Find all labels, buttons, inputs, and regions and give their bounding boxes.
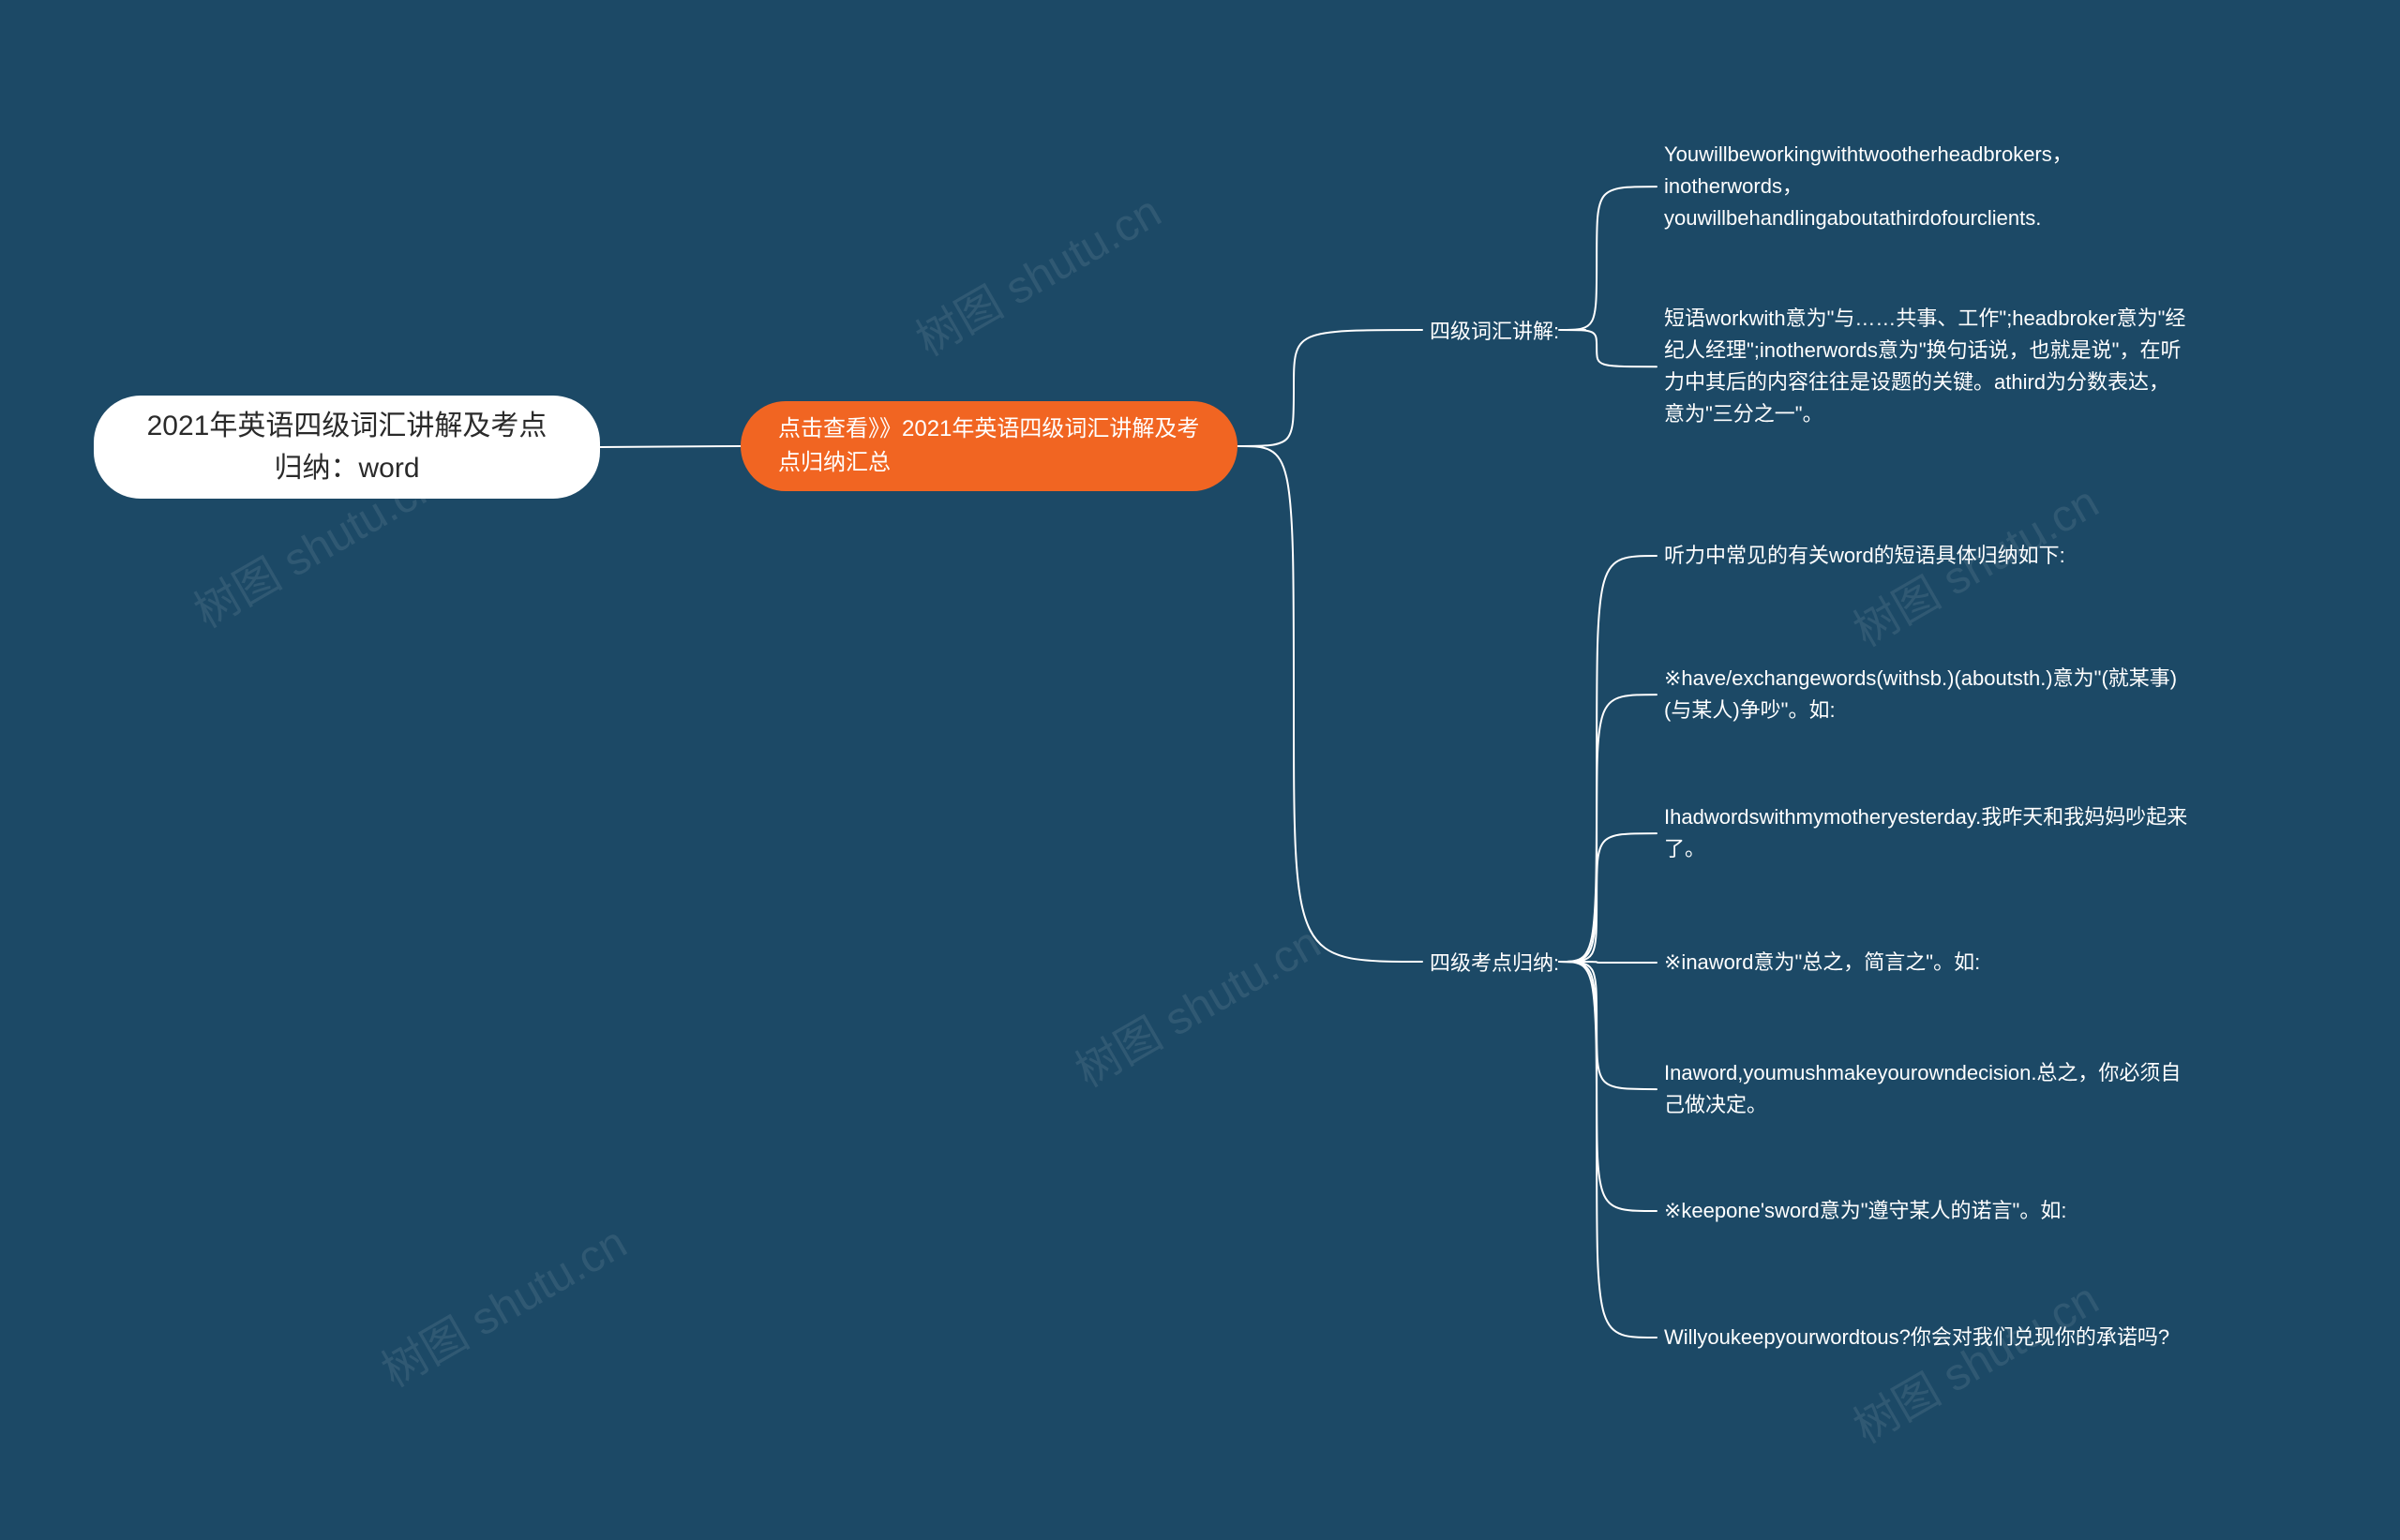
group2-label[interactable]: 四级考点归纳: xyxy=(1430,947,1559,977)
g2-leaf-5: ※keepone'sword意为"遵守某人的诺言"。如: xyxy=(1664,1195,2189,1227)
g2-leaf-1: ※have/exchangewords(withsb.)(aboutsth.)意… xyxy=(1664,663,2189,726)
g2-leaf-6: Willyoukeepyourwordtous?你会对我们兑现你的承诺吗? xyxy=(1664,1322,2189,1353)
mindmap-canvas: 树图 shutu.cn 树图 shutu.cn 树图 shutu.cn 树图 s… xyxy=(0,0,2400,1540)
g2-leaf-3: ※inaword意为"总之，简言之"。如: xyxy=(1664,947,2189,979)
g1-leaf-0: Youwillbeworkingwithtwootherheadbrokers，… xyxy=(1664,139,2161,234)
group1-label[interactable]: 四级词汇讲解: xyxy=(1430,315,1559,345)
watermark: 树图 shutu.cn xyxy=(368,1206,637,1399)
sub-node[interactable]: 点击查看》》2021年英语四级词汇讲解及考点归纳汇总 xyxy=(741,401,1238,491)
root-node[interactable]: 2021年英语四级词汇讲解及考点归纳：word xyxy=(94,396,600,499)
g1-leaf-1: 短语workwith意为"与……共事、工作";headbroker意为"经纪人经… xyxy=(1664,303,2189,430)
watermark: 树图 shutu.cn xyxy=(1839,1263,2108,1456)
watermark: 树图 shutu.cn xyxy=(1061,906,1330,1099)
g2-leaf-4: Inaword,youmushmakeyourowndecision.总之，你必… xyxy=(1664,1057,2189,1121)
watermark: 树图 shutu.cn xyxy=(902,175,1171,368)
g2-leaf-0: 听力中常见的有关word的短语具体归纳如下: xyxy=(1664,540,2189,572)
g2-leaf-2: Ihadwordswithmymotheryesterday.我昨天和我妈妈吵起… xyxy=(1664,801,2189,865)
